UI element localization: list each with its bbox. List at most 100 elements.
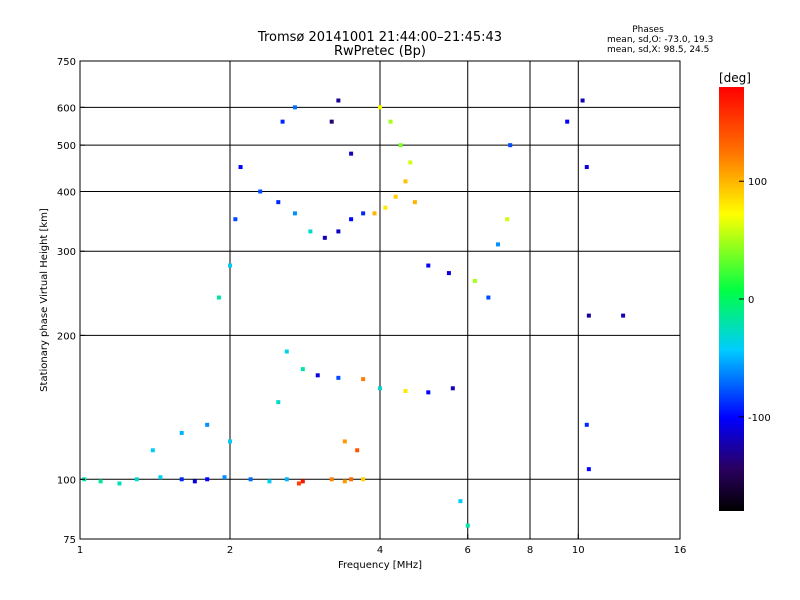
echo-point bbox=[426, 390, 431, 395]
x-tick-label: 6 bbox=[465, 545, 471, 556]
echo-point bbox=[284, 477, 289, 482]
x-tick-label: 16 bbox=[674, 545, 687, 556]
echo-point bbox=[361, 211, 366, 216]
y-tick-label: 75 bbox=[63, 535, 76, 546]
echo-point bbox=[398, 143, 403, 148]
echo-point bbox=[621, 313, 626, 318]
echo-point bbox=[580, 98, 585, 103]
echo-point bbox=[205, 477, 210, 482]
echo-point bbox=[216, 295, 221, 300]
echo-point bbox=[329, 119, 334, 124]
echo-point bbox=[228, 439, 232, 444]
echo-point bbox=[296, 481, 301, 486]
y-axis-ticks: 75 100 200 300 400 500 600 750 bbox=[57, 57, 85, 546]
echo-point bbox=[300, 367, 305, 372]
y-tick-label: 600 bbox=[57, 103, 76, 114]
echo-point bbox=[361, 377, 366, 382]
echo-point bbox=[205, 422, 210, 427]
echo-point bbox=[248, 477, 253, 482]
y-tick-label: 400 bbox=[57, 187, 76, 198]
echo-point bbox=[342, 479, 347, 484]
colorbar-label: [deg] bbox=[719, 71, 751, 85]
colorbar-tick-label: 100 bbox=[748, 177, 767, 188]
echo-point bbox=[300, 479, 305, 484]
echo-point bbox=[495, 242, 500, 247]
echo-point bbox=[222, 475, 227, 480]
y-tick-label: 300 bbox=[57, 247, 76, 258]
echo-point bbox=[308, 229, 313, 234]
colorbar-ticks: 100 0 -100 bbox=[739, 177, 771, 424]
echo-point bbox=[258, 189, 263, 194]
echo-point bbox=[336, 375, 341, 380]
echo-point bbox=[586, 467, 591, 472]
x-tick-label: 1 bbox=[77, 545, 83, 556]
x-axis-ticks: 1 2 4 6 8 10 16 bbox=[77, 534, 687, 556]
echo-point bbox=[426, 263, 431, 268]
y-tick-label: 750 bbox=[57, 57, 76, 68]
echo-point bbox=[486, 295, 491, 300]
echo-point bbox=[276, 200, 281, 205]
chart-title: Tromsø 20141001 21:44:00–21:45:43 bbox=[257, 30, 502, 45]
echo-point bbox=[158, 475, 163, 480]
x-tick-label: 8 bbox=[527, 545, 533, 556]
echo-point bbox=[336, 229, 341, 234]
echo-point bbox=[355, 448, 360, 453]
echo-point bbox=[378, 386, 382, 391]
echo-point bbox=[284, 349, 289, 354]
echo-point bbox=[388, 119, 393, 124]
echo-point bbox=[342, 439, 347, 444]
series-sparse-echoes bbox=[426, 98, 626, 528]
data-points bbox=[82, 98, 626, 528]
echo-point bbox=[228, 263, 232, 268]
echo-point bbox=[472, 278, 477, 283]
echo-point bbox=[565, 119, 570, 124]
echo-point bbox=[336, 98, 341, 103]
echo-point bbox=[412, 200, 417, 205]
y-tick-label: 500 bbox=[57, 141, 76, 152]
phases-x-mode: mean, sd,X: 98.5, 24.5 bbox=[607, 45, 709, 55]
echo-point bbox=[238, 165, 243, 170]
echo-point bbox=[584, 165, 589, 170]
echo-point bbox=[465, 523, 470, 528]
echo-point bbox=[280, 119, 285, 124]
echo-point bbox=[450, 386, 455, 391]
echo-point bbox=[276, 400, 281, 405]
echo-point bbox=[372, 211, 377, 216]
echo-point bbox=[349, 217, 354, 222]
phases-o-mode: mean, sd,O: -73.0, 19.3 bbox=[607, 35, 713, 45]
echo-point bbox=[179, 430, 184, 435]
x-tick-label: 4 bbox=[377, 545, 383, 556]
echo-point bbox=[329, 477, 334, 482]
echo-point bbox=[292, 105, 297, 110]
echo-point bbox=[150, 448, 155, 453]
echo-point bbox=[192, 479, 197, 484]
echo-point bbox=[505, 217, 510, 222]
echo-point bbox=[508, 143, 513, 148]
phases-title: Phases bbox=[632, 25, 664, 35]
echo-point bbox=[349, 477, 354, 482]
grid-lines bbox=[80, 61, 680, 539]
x-axis-label: Frequency [MHz] bbox=[338, 560, 422, 571]
echo-point bbox=[233, 217, 238, 222]
y-tick-label: 200 bbox=[57, 331, 76, 342]
echo-point bbox=[378, 105, 382, 110]
series-sporadic-e-traces bbox=[150, 349, 455, 453]
echo-point bbox=[292, 211, 297, 216]
echo-point bbox=[383, 205, 388, 210]
echo-point bbox=[403, 388, 408, 393]
echo-point bbox=[349, 151, 354, 156]
y-axis-label: Stationary phase Virtual Height [km] bbox=[39, 208, 50, 392]
echo-point bbox=[584, 422, 589, 427]
echo-point bbox=[179, 477, 184, 482]
echo-point bbox=[267, 479, 272, 484]
colorbar-tick-label: 0 bbox=[748, 295, 754, 306]
x-tick-label: 10 bbox=[572, 545, 585, 556]
y-tick-label: 100 bbox=[57, 475, 76, 486]
echo-point bbox=[315, 373, 320, 378]
series-f-region-x-mode bbox=[372, 105, 417, 216]
echo-point bbox=[361, 477, 366, 482]
colorbar-tick-label: -100 bbox=[748, 413, 771, 424]
echo-point bbox=[446, 271, 451, 276]
echo-point bbox=[117, 481, 122, 486]
